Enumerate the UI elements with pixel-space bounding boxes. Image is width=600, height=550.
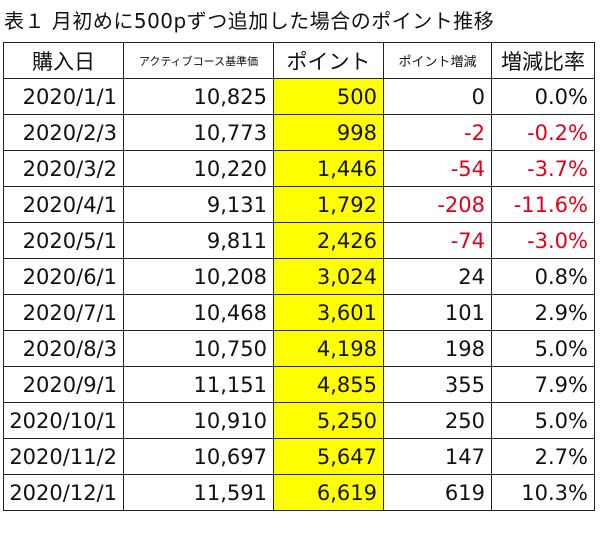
table-row: 2020/12/1 11,591 6,619 619 10.3% (3, 474, 595, 511)
cell-date: 2020/8/3 (3, 330, 124, 367)
table-row: 2020/7/1 10,468 3,601 101 2.9% (3, 294, 595, 331)
cell-points: 998 (273, 114, 384, 151)
cell-ratio: 2.9% (491, 294, 595, 331)
cell-change: 147 (383, 438, 492, 475)
cell-nav: 10,773 (123, 114, 274, 151)
table-row: 2020/6/1 10,208 3,024 24 0.8% (3, 258, 595, 295)
cell-nav: 11,591 (123, 474, 274, 511)
cell-points: 1,446 (273, 150, 384, 187)
header-nav: アクティブコース基準価 (123, 42, 274, 79)
cell-points: 500 (273, 78, 384, 115)
header-change: ポイント増減 (383, 42, 492, 79)
cell-date: 2020/6/1 (3, 258, 124, 295)
cell-nav: 10,208 (123, 258, 274, 295)
cell-nav: 10,697 (123, 438, 274, 475)
cell-ratio: 5.0% (491, 330, 595, 367)
cell-ratio: 2.7% (491, 438, 595, 475)
table-row: 2020/3/2 10,220 1,446 -54 -3.7% (3, 150, 595, 187)
cell-points: 4,855 (273, 366, 384, 403)
table-title: 表１ 月初めに500pずつ追加した場合のポイント推移 (4, 9, 495, 33)
cell-points: 5,250 (273, 402, 384, 439)
cell-date: 2020/11/2 (3, 438, 124, 475)
cell-nav: 10,468 (123, 294, 274, 331)
cell-nav: 10,910 (123, 402, 274, 439)
cell-date: 2020/2/3 (3, 114, 124, 151)
cell-change: -74 (383, 222, 492, 259)
cell-change: -2 (383, 114, 492, 151)
cell-nav: 9,811 (123, 222, 274, 259)
table-row: 2020/5/1 9,811 2,426 -74 -3.0% (3, 222, 595, 259)
cell-nav: 10,825 (123, 78, 274, 115)
header-row: 購入日 アクティブコース基準価 ポイント ポイント増減 増減比率 (3, 42, 595, 79)
cell-points: 2,426 (273, 222, 384, 259)
table-row: 2020/9/1 11,151 4,855 355 7.9% (3, 366, 595, 403)
header-ratio: 増減比率 (491, 42, 595, 79)
cell-points: 1,792 (273, 186, 384, 223)
cell-change: -208 (383, 186, 492, 223)
cell-ratio: 0.0% (491, 78, 595, 115)
cell-points: 3,024 (273, 258, 384, 295)
cell-ratio: -0.2% (491, 114, 595, 151)
cell-change: 101 (383, 294, 492, 331)
cell-date: 2020/5/1 (3, 222, 124, 259)
cell-date: 2020/3/2 (3, 150, 124, 187)
cell-change: 619 (383, 474, 492, 511)
cell-date: 2020/7/1 (3, 294, 124, 331)
cell-date: 2020/10/1 (3, 402, 124, 439)
cell-ratio: 0.8% (491, 258, 595, 295)
table-row: 2020/8/3 10,750 4,198 198 5.0% (3, 330, 595, 367)
cell-nav: 10,220 (123, 150, 274, 187)
table-body: 2020/1/1 10,825 500 0 0.0% 2020/2/3 10,773 998-… (3, 78, 595, 511)
cell-points: 3,601 (273, 294, 384, 331)
cell-nav: 11,151 (123, 366, 274, 403)
table-row: 2020/4/1 9,131 1,792 -208 -11.6% (3, 186, 595, 223)
table-row: 2020/11/2 10,697 5,647 147 2.7% (3, 438, 595, 475)
cell-ratio: -11.6% (491, 186, 595, 223)
cell-ratio: -3.7% (491, 150, 595, 187)
cell-date: 2020/9/1 (3, 366, 124, 403)
cell-nav: 10,750 (123, 330, 274, 367)
cell-change: 355 (383, 366, 492, 403)
cell-nav: 9,131 (123, 186, 274, 223)
cell-ratio: 7.9% (491, 366, 595, 403)
table-row: 2020/10/1 10,910 5,250 250 5.0% (3, 402, 595, 439)
cell-change: 198 (383, 330, 492, 367)
header-points: ポイント (273, 42, 384, 79)
cell-date: 2020/12/1 (3, 474, 124, 511)
cell-change: 24 (383, 258, 492, 295)
cell-points: 6,619 (273, 474, 384, 511)
cell-change: -54 (383, 150, 492, 187)
header-date: 購入日 (3, 42, 124, 79)
cell-points: 5,647 (273, 438, 384, 475)
cell-date: 2020/1/1 (3, 78, 124, 115)
cell-date: 2020/4/1 (3, 186, 124, 223)
table-row: 2020/2/3 10,773 998 -2 -0.2% (3, 114, 595, 151)
cell-points: 4,198 (273, 330, 384, 367)
table-row: 2020/1/1 10,825 500 0 0.0% (3, 78, 595, 115)
cell-ratio: 10.3% (491, 474, 595, 511)
cell-change: 0 (383, 78, 492, 115)
cell-ratio: 5.0% (491, 402, 595, 439)
cell-ratio: -3.0% (491, 222, 595, 259)
points-table: 購入日 アクティブコース基準価 ポイント ポイント増減 増減比率 2020/1/… (3, 42, 595, 511)
cell-change: 250 (383, 402, 492, 439)
